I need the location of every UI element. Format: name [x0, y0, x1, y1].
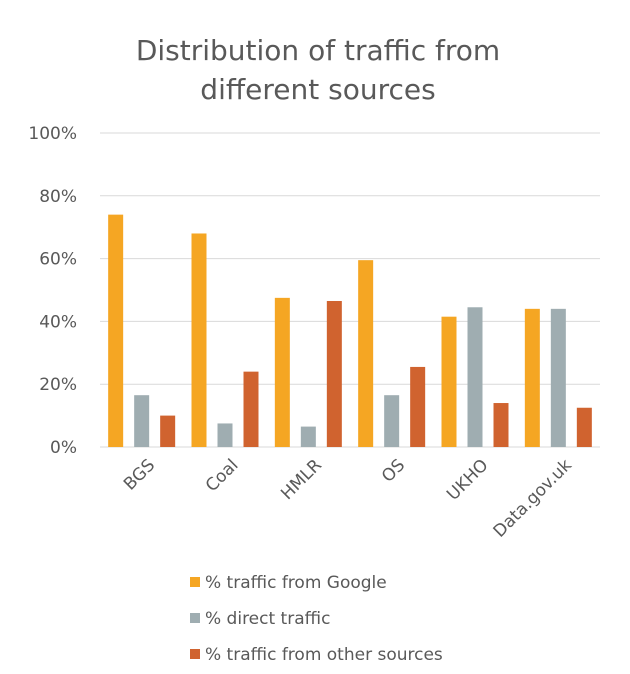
legend-swatch	[190, 649, 200, 659]
x-category-label: HMLR	[277, 455, 326, 504]
x-category-label: BGS	[120, 455, 159, 494]
bar	[384, 395, 400, 447]
chart-title-line-2: different sources	[200, 73, 435, 106]
bar	[326, 300, 342, 447]
chart-title-line-1: Distribution of traffic from	[136, 34, 500, 67]
y-tick-label: 60%	[39, 250, 77, 270]
bar	[524, 308, 540, 447]
bar	[160, 415, 176, 447]
y-tick-label: 100%	[28, 124, 77, 144]
x-category-label: UKHO	[443, 455, 492, 504]
bar	[134, 395, 150, 447]
y-tick-label: 40%	[39, 312, 77, 332]
bar	[191, 233, 207, 447]
x-category-label: Coal	[202, 455, 243, 496]
legend: % traffic from Google % direct traffic % t…	[190, 573, 443, 665]
legend-label: % traffic from other sources	[205, 645, 443, 665]
bar	[358, 260, 374, 447]
legend-label: % direct traffic	[205, 609, 330, 629]
bar	[274, 297, 290, 447]
bar	[300, 426, 316, 447]
x-category-label: OS	[378, 455, 409, 486]
y-tick-label: 80%	[39, 187, 77, 207]
bar	[441, 316, 457, 447]
bar	[467, 307, 483, 447]
bar	[576, 407, 592, 447]
y-tick-label: 20%	[39, 375, 77, 395]
y-axis-ticks: 0% 20% 40% 60% 80% 100%	[28, 124, 77, 458]
legend-swatch	[190, 577, 200, 587]
bar	[550, 308, 566, 447]
bar	[217, 423, 233, 447]
bar	[410, 366, 426, 447]
gridlines	[100, 132, 600, 448]
bar	[108, 214, 124, 447]
x-category-label: Data.gov.uk	[490, 455, 576, 541]
legend-label: % traffic from Google	[205, 573, 387, 593]
bars	[108, 214, 592, 447]
y-tick-label: 0%	[50, 438, 77, 458]
bar	[243, 371, 259, 447]
legend-swatch	[190, 613, 200, 623]
bar	[493, 403, 509, 447]
